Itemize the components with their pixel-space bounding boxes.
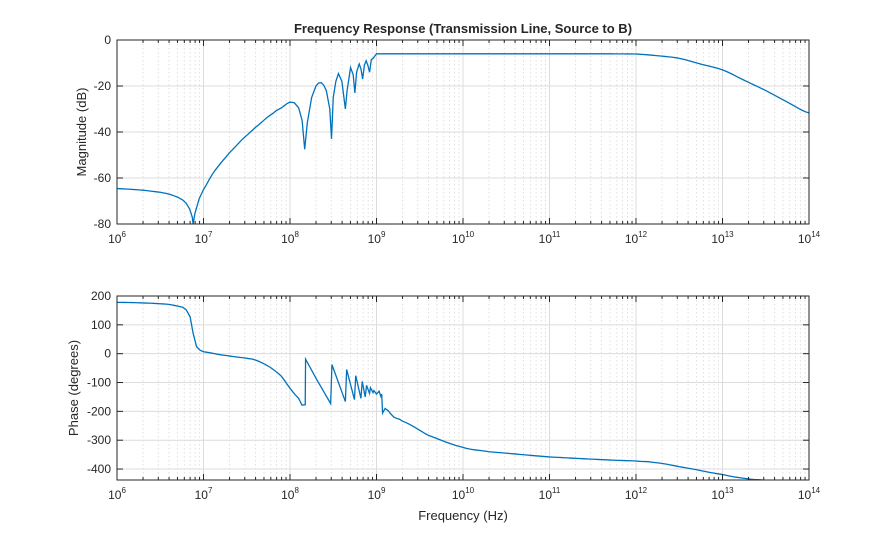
x-tick-base: 10: [539, 488, 553, 502]
x-tick-label: 1014: [798, 486, 821, 502]
x-tick-label: 106: [108, 230, 126, 246]
x-tick-label: 109: [368, 486, 386, 502]
phase-y-axis-label: Phase (degrees): [66, 340, 81, 436]
phase-x-tick-labels: 106 107 108 109 1010 1011 1012 1013 1014: [108, 486, 821, 502]
magnitude-line: [117, 53, 809, 224]
magnitude-y-tick-labels: 0 -20 -40 -60 -80: [94, 33, 112, 231]
x-tick-exponent: 13: [725, 486, 734, 495]
x-tick-exponent: 10: [465, 486, 474, 495]
phase-grid: [117, 296, 809, 480]
x-tick-base: 10: [368, 232, 382, 246]
y-tick-label: -100: [87, 376, 111, 390]
magnitude-x-tick-labels: 106 107 108 109 1010 1011 1012 1013 1014: [108, 230, 821, 246]
x-tick-base: 10: [108, 488, 122, 502]
magnitude-series: [117, 53, 809, 224]
y-tick-label: 100: [91, 318, 111, 332]
x-tick-label: 107: [195, 230, 213, 246]
x-tick-base: 10: [108, 232, 122, 246]
magnitude-ticks: [116, 39, 810, 225]
x-tick-label: 1011: [539, 486, 561, 502]
y-tick-label: -60: [94, 171, 112, 185]
y-tick-label: -200: [87, 404, 111, 418]
x-tick-exponent: 8: [294, 486, 299, 495]
x-tick-label: 1010: [452, 486, 475, 502]
x-tick-exponent: 12: [638, 486, 647, 495]
x-tick-base: 10: [711, 488, 725, 502]
x-tick-exponent: 12: [638, 230, 647, 239]
magnitude-grid: [117, 40, 809, 224]
x-tick-base: 10: [281, 488, 295, 502]
x-tick-base: 10: [452, 232, 466, 246]
x-tick-label: 1013: [711, 230, 734, 246]
x-tick-base: 10: [625, 488, 639, 502]
phase-ticks: [116, 295, 810, 480]
chart-title: Frequency Response (Transmission Line, S…: [294, 21, 632, 36]
x-tick-base: 10: [281, 232, 295, 246]
x-tick-base: 10: [798, 232, 812, 246]
x-tick-exponent: 7: [208, 230, 213, 239]
x-tick-base: 10: [798, 488, 812, 502]
y-tick-label: 0: [104, 347, 111, 361]
x-tick-exponent: 13: [725, 230, 734, 239]
phase-axes: 106 107 108 109 1010 1011 1012 1013 1014 2001000…: [66, 289, 821, 523]
x-tick-exponent: 11: [552, 486, 561, 495]
x-tick-label: 106: [108, 486, 126, 502]
y-tick-label: -400: [87, 462, 111, 476]
x-tick-base: 10: [368, 488, 382, 502]
x-tick-label: 1013: [711, 486, 734, 502]
x-tick-base: 10: [711, 232, 725, 246]
x-tick-exponent: 7: [208, 486, 213, 495]
x-tick-label: 108: [281, 230, 299, 246]
x-tick-exponent: 8: [294, 230, 299, 239]
magnitude-y-axis-label: Magnitude (dB): [74, 88, 89, 177]
x-tick-exponent: 6: [121, 230, 126, 239]
x-tick-exponent: 10: [465, 230, 474, 239]
x-tick-label: 1012: [625, 486, 648, 502]
x-tick-exponent: 9: [381, 230, 386, 239]
x-tick-base: 10: [625, 232, 639, 246]
x-tick-label: 108: [281, 486, 299, 502]
magnitude-axes: 106 107 108 109 1010 1011 1012 1013 1014 0-20-40…: [74, 21, 821, 246]
x-tick-label: 109: [368, 230, 386, 246]
x-tick-base: 10: [452, 488, 466, 502]
y-tick-label: 0: [104, 33, 111, 47]
x-tick-label: 107: [195, 486, 213, 502]
x-tick-label: 1010: [452, 230, 475, 246]
y-tick-label: 200: [91, 289, 111, 303]
x-tick-base: 10: [195, 232, 209, 246]
y-tick-label: -40: [94, 125, 112, 139]
phase-y-tick-labels: 200 100 0 -100 -200 -300 -400: [87, 289, 111, 476]
phase-series: [117, 301, 772, 480]
x-tick-label: 1011: [539, 230, 561, 246]
x-tick-exponent: 11: [552, 230, 561, 239]
x-tick-exponent: 14: [811, 486, 820, 495]
x-tick-base: 10: [539, 232, 553, 246]
x-tick-label: 1014: [798, 230, 821, 246]
y-tick-label: -300: [87, 433, 111, 447]
x-axis-label: Frequency (Hz): [418, 508, 508, 523]
x-tick-exponent: 9: [381, 486, 386, 495]
x-tick-label: 1012: [625, 230, 648, 246]
phase-line: [117, 301, 772, 480]
x-tick-exponent: 6: [121, 486, 126, 495]
y-tick-label: -20: [94, 79, 112, 93]
x-tick-base: 10: [195, 488, 209, 502]
y-tick-label: -80: [94, 217, 112, 231]
x-tick-exponent: 14: [811, 230, 820, 239]
